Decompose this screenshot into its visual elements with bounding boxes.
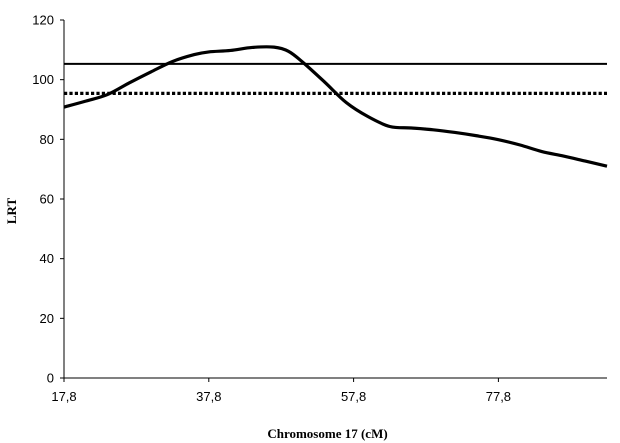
x-tick-label: 17,8 xyxy=(51,389,76,404)
x-tick-label: 57,8 xyxy=(341,389,366,404)
y-ticks: 0 20 40 60 80 100 120 xyxy=(32,13,64,386)
x-tick-label: 77,8 xyxy=(486,389,511,404)
x-ticks: 17,8 37,8 57,8 77,8 xyxy=(51,378,511,404)
y-tick-label: 120 xyxy=(32,13,54,28)
y-tick-label: 80 xyxy=(40,132,54,147)
lrt-profile-line xyxy=(63,45,608,168)
y-tick-label: 100 xyxy=(32,72,54,87)
y-tick-label: 40 xyxy=(40,251,54,266)
y-axis-title: LRT xyxy=(4,198,19,225)
y-tick-label: 20 xyxy=(40,311,54,326)
y-tick-label: 60 xyxy=(40,192,54,207)
x-axis-title: Chromosome 17 (cM) xyxy=(267,426,387,441)
series-layer xyxy=(63,45,608,168)
y-tick-label: 0 xyxy=(47,371,54,386)
x-tick-label: 37,8 xyxy=(196,389,221,404)
